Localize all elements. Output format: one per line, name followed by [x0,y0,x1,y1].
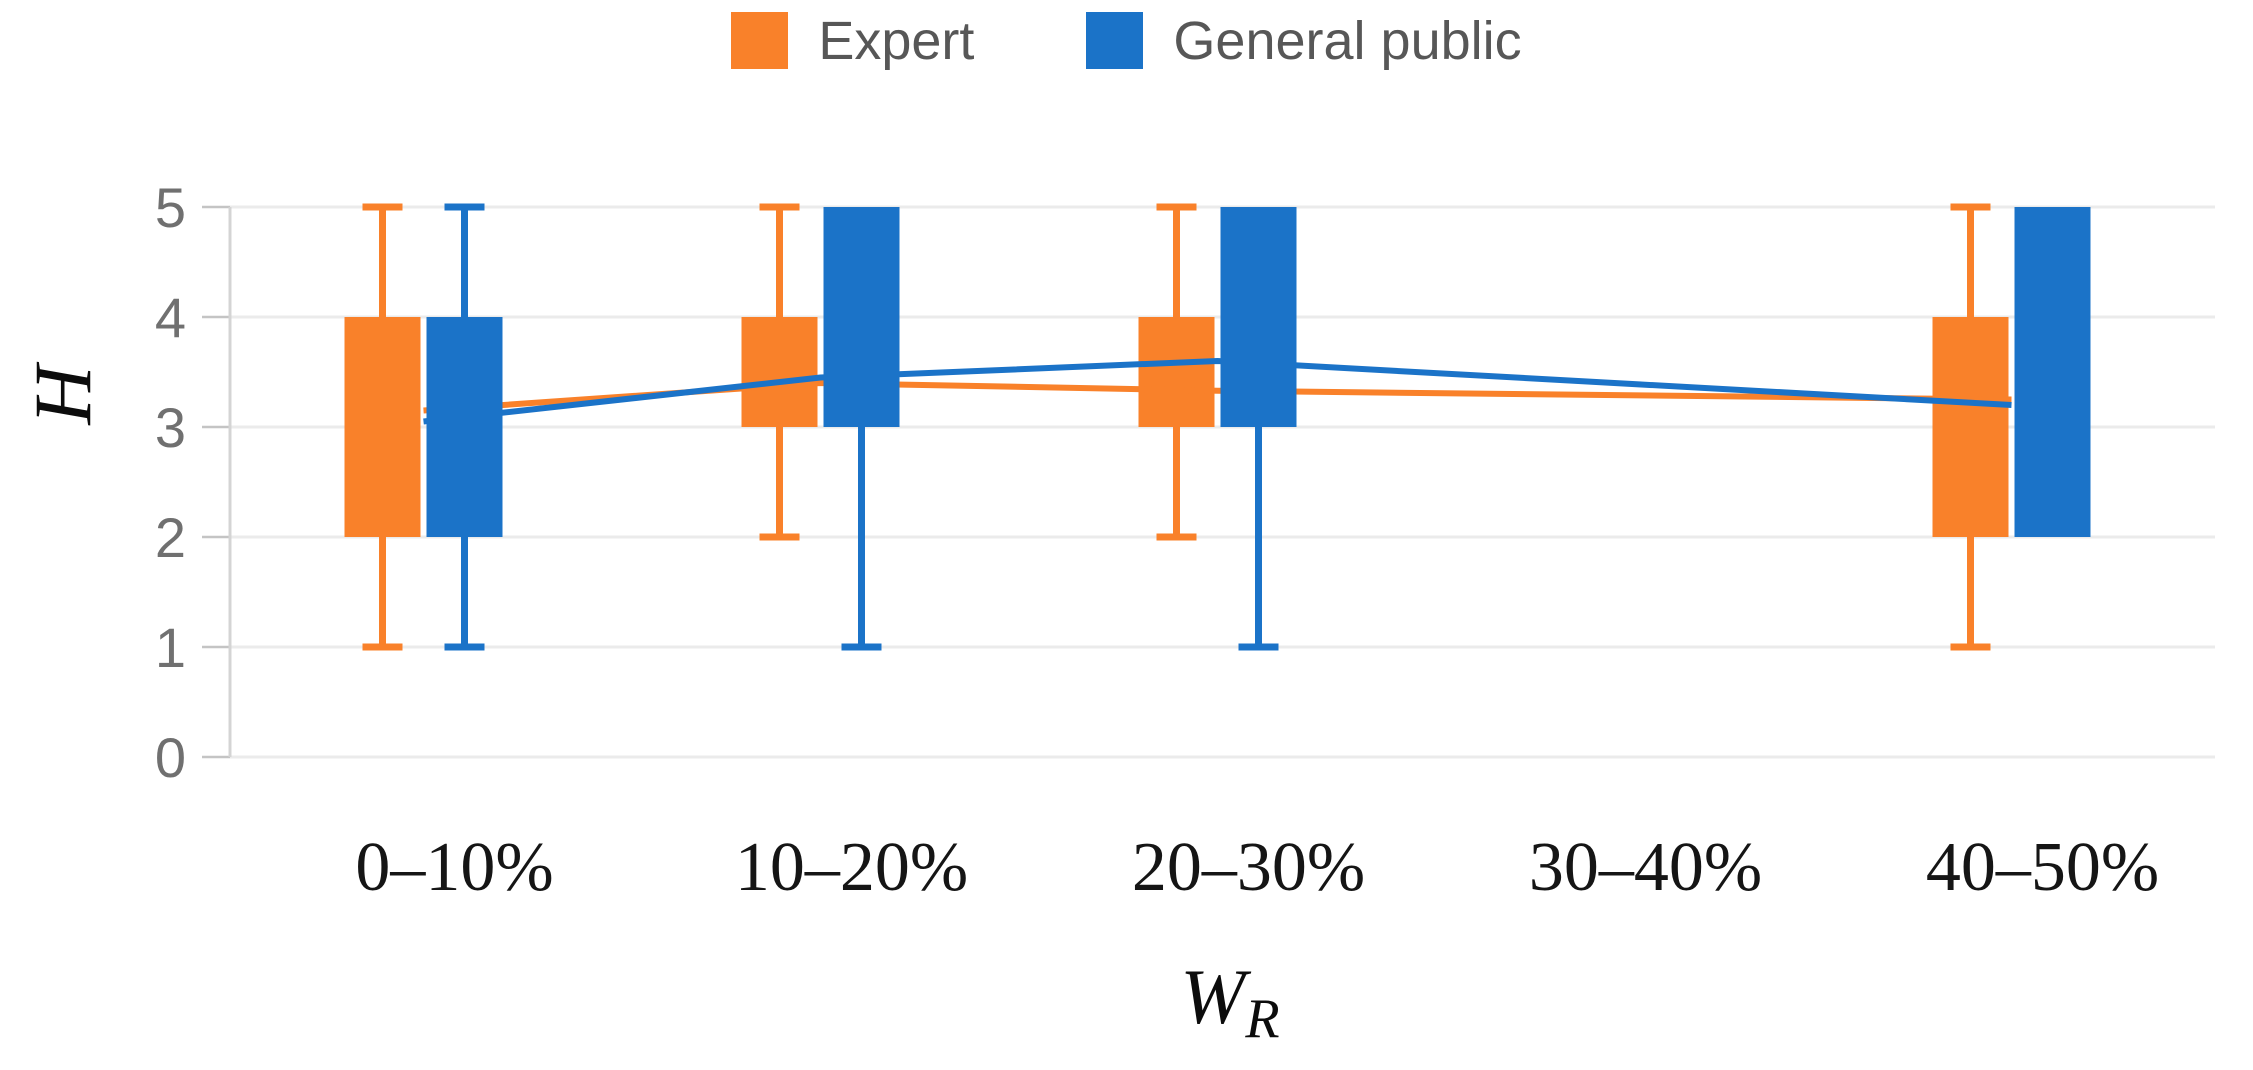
general-public-box-4 [2014,207,2091,537]
x-category-label-4: 40–50% [1926,829,2159,906]
y-tick-label-4: 4 [155,286,186,349]
y-axis-title: H [0,330,128,460]
general-public-box-1 [823,207,900,427]
x-category-label-0: 0–10% [355,829,553,906]
y-tick-label-5: 5 [155,176,186,239]
y-tick-label-0: 0 [155,726,186,789]
general-public-mean-line [423,358,2012,425]
expert-box-1 [741,317,818,427]
y-tick-label-2: 2 [155,506,186,569]
expert-box-2 [1138,317,1215,427]
expert-box-4 [1932,317,2009,537]
y-tick-label-3: 3 [155,396,186,459]
expert-box-0 [344,317,421,537]
x-category-label-1: 10–20% [735,829,968,906]
x-axis-title-subscript: R [1245,988,1280,1050]
y-axis-title-text: H [17,365,108,425]
x-axis-title: WR [1100,952,1360,1047]
x-axis-title-text: W [1180,953,1246,1040]
x-category-label-3: 30–40% [1529,829,1762,906]
y-tick-label-1: 1 [155,616,186,679]
general-public-box-0 [426,317,503,537]
general-public-box-2 [1220,207,1297,427]
x-category-label-2: 20–30% [1132,829,1365,906]
